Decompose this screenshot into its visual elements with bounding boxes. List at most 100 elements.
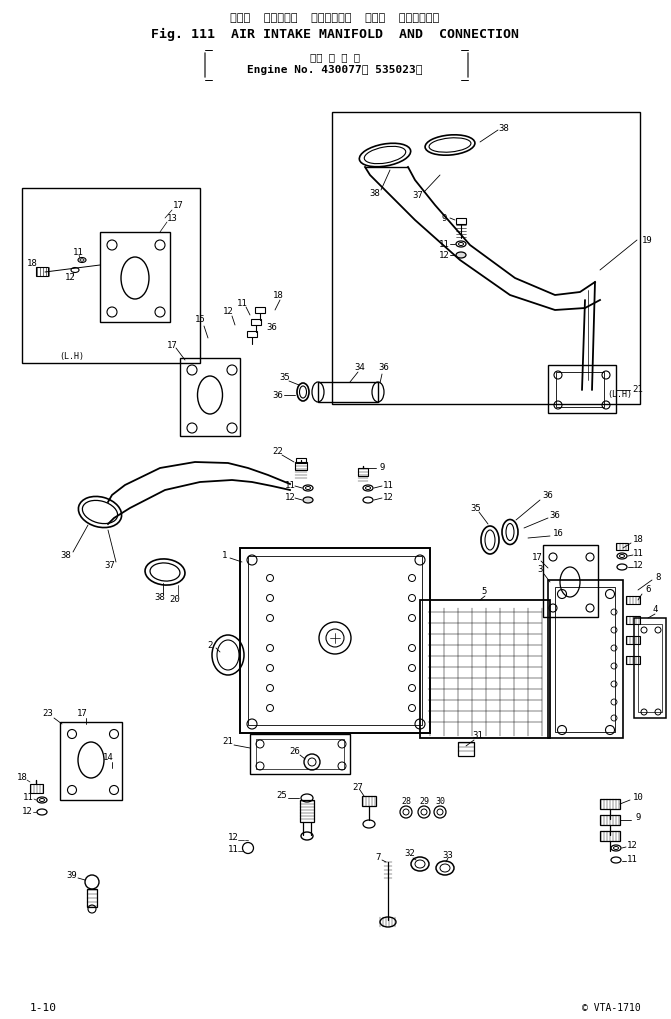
- Text: 11: 11: [285, 482, 295, 490]
- Text: 33: 33: [443, 851, 454, 859]
- Text: 30: 30: [435, 798, 445, 806]
- Text: 4: 4: [652, 605, 658, 614]
- Bar: [638, 624, 662, 712]
- Text: 11: 11: [633, 549, 643, 558]
- Bar: [36, 267, 48, 276]
- Text: 38: 38: [370, 189, 380, 198]
- Bar: [247, 331, 257, 337]
- Text: 19: 19: [641, 235, 652, 245]
- Bar: [87, 889, 97, 907]
- Text: (L.H): (L.H): [60, 353, 85, 362]
- Bar: [634, 618, 666, 718]
- Text: Fig. 111  AIR INTAKE MANIFOLD  AND  CONNECTION: Fig. 111 AIR INTAKE MANIFOLD AND CONNECT…: [151, 28, 519, 41]
- Text: 9: 9: [379, 464, 384, 473]
- Bar: [180, 358, 240, 436]
- Text: 38: 38: [499, 123, 509, 132]
- Text: 12: 12: [627, 842, 637, 851]
- Text: 37: 37: [105, 560, 115, 570]
- Text: 11: 11: [439, 239, 450, 249]
- Text: 22: 22: [272, 447, 283, 457]
- Text: 34: 34: [355, 364, 366, 373]
- Bar: [30, 784, 43, 793]
- Text: 12: 12: [382, 493, 393, 502]
- Bar: [600, 832, 620, 841]
- Text: 3: 3: [537, 566, 543, 575]
- Bar: [626, 656, 640, 664]
- Bar: [251, 319, 261, 325]
- Text: 14: 14: [103, 753, 113, 762]
- Bar: [332, 112, 640, 404]
- Text: 35: 35: [470, 503, 481, 513]
- Text: 28: 28: [401, 798, 411, 806]
- Text: 18: 18: [27, 259, 38, 268]
- Text: 36: 36: [272, 390, 283, 399]
- Text: 27: 27: [353, 783, 364, 792]
- Text: 17: 17: [172, 201, 183, 210]
- Bar: [548, 365, 616, 413]
- Text: 9: 9: [442, 214, 447, 222]
- Text: 8: 8: [656, 573, 661, 582]
- Bar: [248, 556, 422, 725]
- Text: 11: 11: [237, 299, 248, 308]
- Bar: [256, 739, 344, 769]
- Text: 31: 31: [472, 732, 483, 741]
- Bar: [626, 636, 640, 644]
- Bar: [616, 543, 628, 550]
- Text: 6: 6: [646, 586, 651, 594]
- Text: 17: 17: [531, 552, 542, 561]
- Text: 21: 21: [633, 385, 643, 394]
- Text: 38: 38: [60, 550, 71, 559]
- Text: 36: 36: [543, 491, 554, 500]
- Text: 25: 25: [276, 792, 287, 801]
- Text: 29: 29: [419, 798, 429, 806]
- Text: (L.H): (L.H): [607, 390, 633, 399]
- Text: 2: 2: [207, 641, 213, 649]
- Ellipse shape: [303, 497, 313, 503]
- Text: 11: 11: [227, 846, 238, 855]
- Text: 36: 36: [266, 323, 277, 332]
- Text: 18: 18: [272, 290, 283, 300]
- Bar: [362, 796, 376, 806]
- Ellipse shape: [456, 252, 466, 258]
- Text: 17: 17: [166, 340, 177, 350]
- Bar: [556, 372, 604, 407]
- Text: 7: 7: [375, 854, 380, 862]
- Text: 21: 21: [223, 738, 234, 747]
- Text: 11: 11: [23, 794, 34, 803]
- Text: 32: 32: [405, 850, 415, 858]
- Text: 18: 18: [633, 536, 643, 544]
- Bar: [296, 458, 306, 463]
- Text: 12: 12: [439, 251, 450, 260]
- Text: 11: 11: [382, 482, 393, 490]
- Bar: [60, 722, 122, 800]
- Text: 1: 1: [222, 550, 227, 559]
- Text: 12: 12: [223, 308, 234, 317]
- Text: 5: 5: [481, 588, 486, 596]
- Text: 12: 12: [285, 493, 295, 502]
- Bar: [456, 218, 466, 224]
- Bar: [255, 307, 265, 313]
- Text: 1-10: 1-10: [30, 1003, 57, 1013]
- Text: 26: 26: [290, 748, 301, 756]
- Text: Engine No. 430077～ 535023）: Engine No. 430077～ 535023）: [247, 65, 423, 75]
- Text: エアー  インテーク  マニホールド  および  コネクション: エアー インテーク マニホールド および コネクション: [230, 13, 440, 23]
- Text: 23: 23: [43, 709, 54, 718]
- Bar: [600, 799, 620, 809]
- Bar: [600, 815, 620, 825]
- Bar: [548, 580, 623, 738]
- Text: 35: 35: [280, 374, 291, 382]
- Bar: [318, 382, 378, 403]
- Text: 13: 13: [166, 214, 177, 222]
- Text: 12: 12: [21, 807, 32, 816]
- Bar: [420, 600, 550, 738]
- Text: 9: 9: [635, 813, 641, 822]
- Text: 11: 11: [627, 856, 637, 864]
- Text: 10: 10: [633, 794, 643, 803]
- Text: 18: 18: [17, 773, 28, 783]
- Bar: [250, 734, 350, 774]
- Text: 36: 36: [378, 364, 389, 373]
- Bar: [543, 545, 598, 616]
- Bar: [240, 548, 430, 733]
- Text: 20: 20: [170, 595, 180, 604]
- Bar: [458, 742, 474, 756]
